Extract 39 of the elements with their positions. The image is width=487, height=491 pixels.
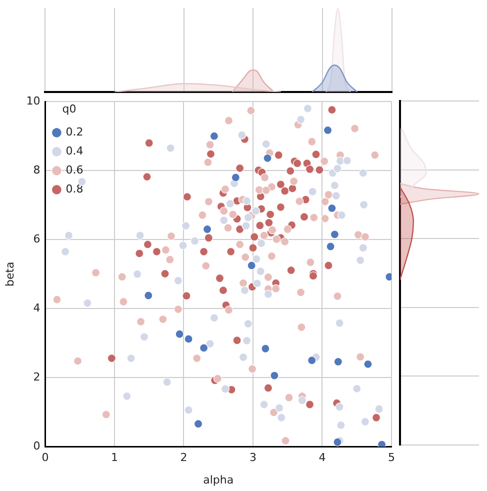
point: [334, 357, 342, 366]
point: [328, 204, 336, 213]
y-axis-title: beta: [3, 262, 16, 287]
point: [263, 154, 272, 162]
point: [210, 132, 218, 140]
point: [364, 360, 372, 368]
legend-label: 0.4: [66, 144, 84, 158]
y-tick-label: 0: [33, 439, 40, 452]
point: [200, 344, 208, 352]
x-tick-label: 2: [180, 451, 188, 464]
legend-label: 0.6: [66, 164, 84, 177]
point: [247, 261, 256, 270]
legend-label: 0.2: [66, 126, 84, 139]
point: [202, 224, 212, 234]
x-tick-label: 1: [110, 451, 118, 464]
point: [175, 330, 184, 338]
point: [144, 291, 153, 300]
y-tick-label: 4: [33, 301, 40, 314]
point: [308, 356, 316, 365]
x-tick-label: 0: [42, 451, 49, 464]
x-tick-label: 5: [388, 451, 395, 464]
point: [323, 126, 332, 135]
y-tick-label: 2: [33, 370, 40, 384]
point: [378, 440, 386, 447]
legend-label: 0.8: [66, 182, 84, 196]
x-tick-label: 3: [249, 451, 256, 464]
point: [261, 344, 270, 353]
point: [184, 334, 193, 344]
x-tick-label: 4: [318, 451, 326, 464]
point: [231, 173, 240, 182]
x-axis-title: alpha: [203, 473, 234, 486]
point: [326, 242, 335, 251]
point: [270, 371, 279, 380]
y-tick-label: 8: [33, 163, 40, 176]
y-tick-label: 6: [33, 232, 40, 246]
point: [330, 230, 340, 239]
point: [194, 420, 203, 428]
legend-title: q0: [62, 102, 76, 116]
y-tick-label: 10: [26, 94, 40, 108]
